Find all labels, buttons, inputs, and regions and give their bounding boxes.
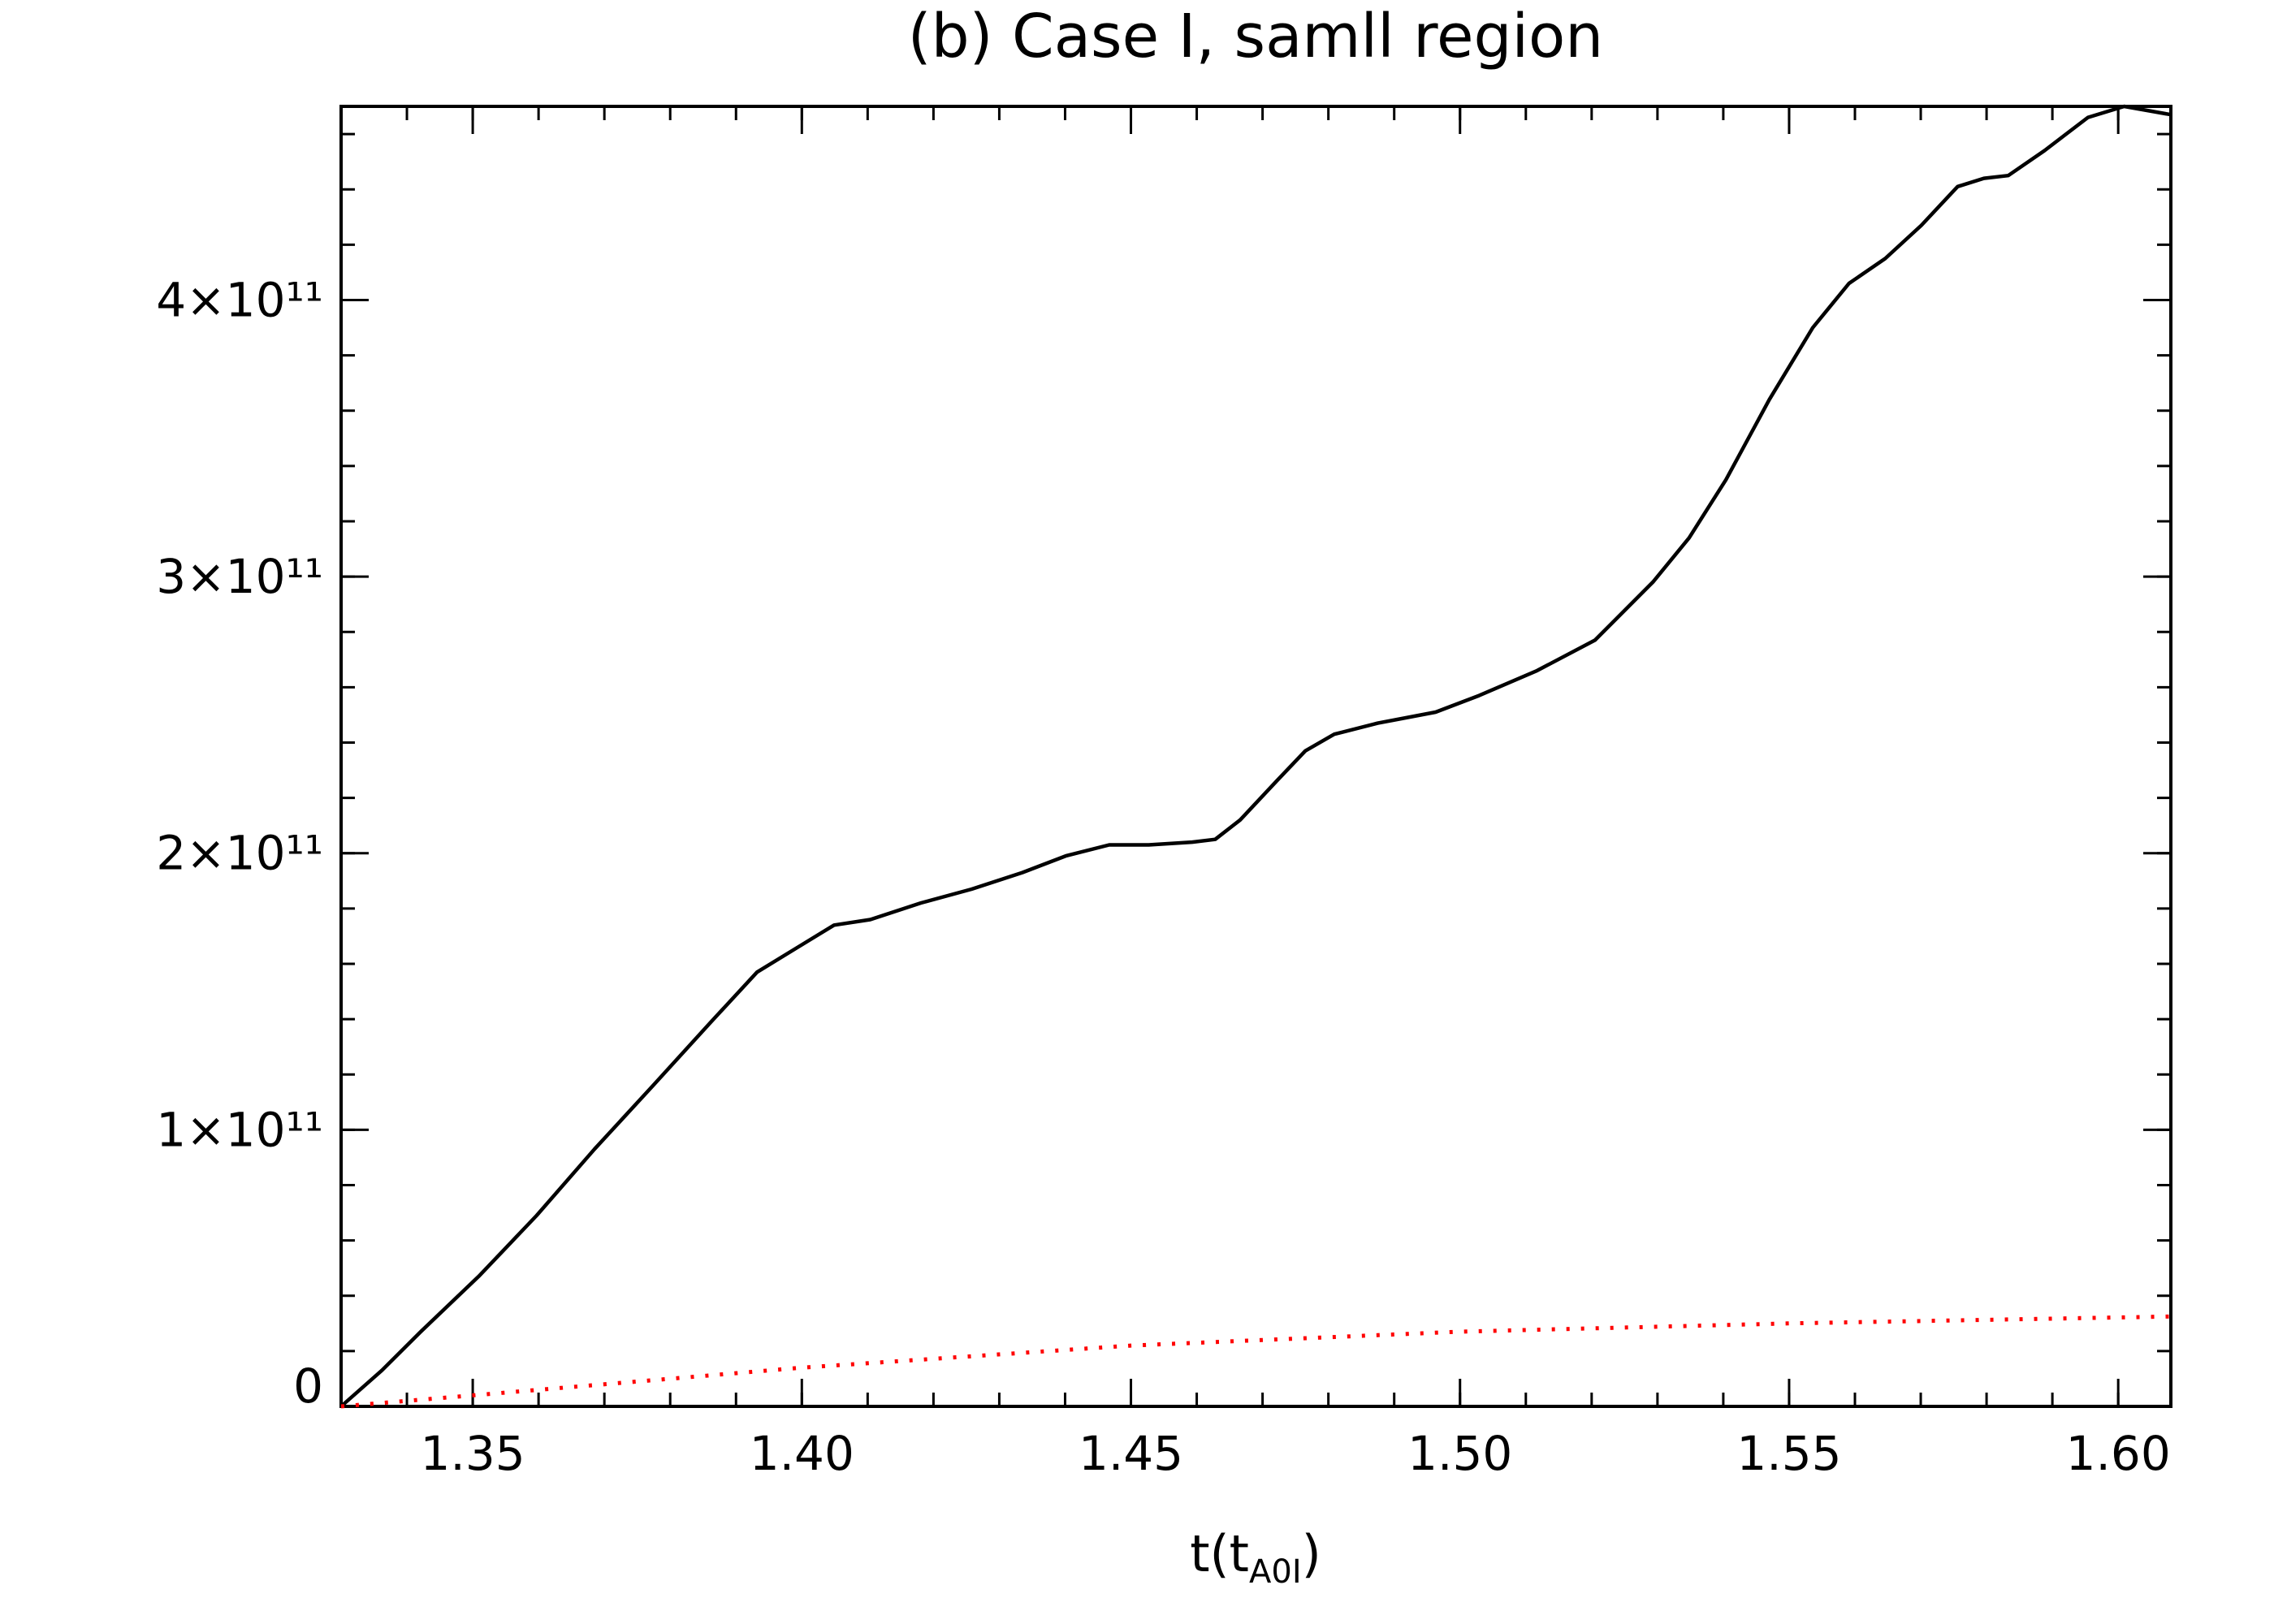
plot-frame: [339, 105, 2172, 1408]
x-tick-label: 1.50: [1407, 1426, 1512, 1481]
x-tick-label: 1.45: [1079, 1426, 1183, 1481]
x-tick-label: 1.35: [421, 1426, 525, 1481]
x-label-part: ): [1302, 1524, 1321, 1583]
y-tick-label: 4×10¹¹: [156, 272, 323, 327]
x-label-sub: A0I: [1249, 1553, 1302, 1591]
x-axis-label: t(tA0I): [1190, 1524, 1321, 1591]
line-series: [340, 1314, 2172, 1409]
y-tick-label: 3×10¹¹: [156, 549, 323, 604]
line-series: [339, 104, 2172, 1408]
y-tick-label: 2×10¹¹: [156, 826, 323, 881]
y-tick-label: 1×10¹¹: [156, 1102, 323, 1157]
y-tick-label: 0: [293, 1358, 323, 1414]
x-tick-label: 1.40: [750, 1426, 854, 1481]
x-tick-label: 1.55: [1736, 1426, 1841, 1481]
x-tick-label: 1.60: [2066, 1426, 2171, 1481]
chart-title: (b) Case I, samll region: [908, 2, 1603, 71]
x-label-part: t(t: [1190, 1524, 1249, 1583]
